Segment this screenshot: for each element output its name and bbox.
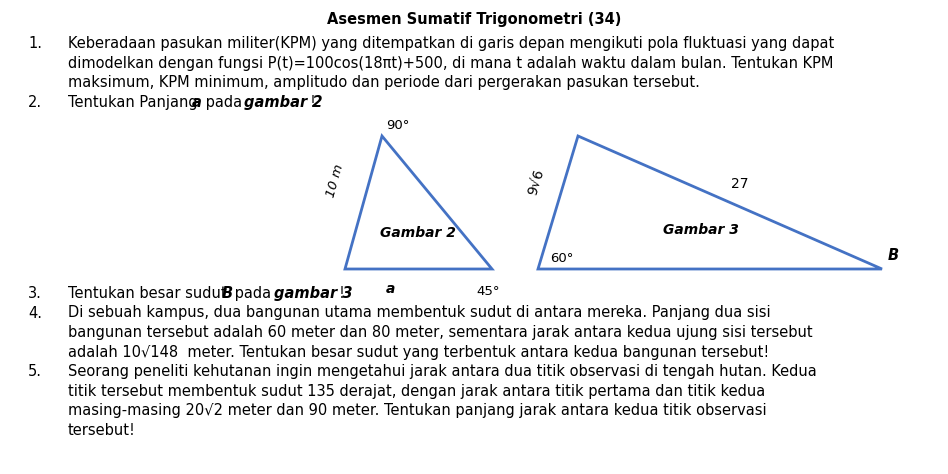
- Text: Keberadaan pasukan militer(KPM) yang ditempatkan di garis depan mengikuti pola f: Keberadaan pasukan militer(KPM) yang dit…: [68, 36, 834, 51]
- Text: bangunan tersebut adalah 60 meter dan 80 meter, sementara jarak antara kedua uju: bangunan tersebut adalah 60 meter dan 80…: [68, 325, 812, 340]
- Text: B: B: [221, 286, 232, 301]
- Text: pada: pada: [201, 94, 246, 109]
- Text: 60°: 60°: [550, 252, 574, 265]
- Text: Gambar 2: Gambar 2: [380, 226, 456, 240]
- Text: masing-masing 20√2 meter dan 90 meter. Tentukan panjang jarak antara kedua titik: masing-masing 20√2 meter dan 90 meter. T…: [68, 403, 767, 418]
- Text: titik tersebut membentuk sudut 135 derajat, dengan jarak antara titik pertama da: titik tersebut membentuk sudut 135 deraj…: [68, 383, 765, 399]
- Text: gambar 3: gambar 3: [274, 286, 352, 301]
- Text: 9√6: 9√6: [525, 167, 547, 197]
- Text: 45°: 45°: [476, 285, 500, 298]
- Text: 2.: 2.: [28, 94, 42, 109]
- Text: tersebut!: tersebut!: [68, 422, 136, 438]
- Text: !: !: [310, 94, 316, 109]
- Text: 1.: 1.: [28, 36, 42, 51]
- Text: Tentukan Panjang: Tentukan Panjang: [68, 94, 202, 109]
- Text: adalah 10√148  meter. Tentukan besar sudut yang terbentuk antara kedua bangunan : adalah 10√148 meter. Tentukan besar sudu…: [68, 345, 769, 359]
- Text: dimodelkan dengan fungsi P(t)=100cos​(18πt)+500, di mana t adalah waktu dalam bu: dimodelkan dengan fungsi P(t)=100cos​(18…: [68, 55, 833, 71]
- Text: gambar 2: gambar 2: [245, 94, 323, 109]
- Text: 27: 27: [731, 176, 749, 191]
- Text: !: !: [339, 286, 345, 301]
- Text: B: B: [888, 248, 899, 263]
- Text: 10 m: 10 m: [325, 163, 346, 199]
- Text: a: a: [192, 94, 202, 109]
- Text: maksimum, KPM minimum, amplitudo dan periode dari pergerakan pasukan tersebut.: maksimum, KPM minimum, amplitudo dan per…: [68, 75, 700, 90]
- Text: Gambar 3: Gambar 3: [663, 223, 738, 237]
- Text: Di sebuah kampus, dua bangunan utama membentuk sudut di antara mereka. Panjang d: Di sebuah kampus, dua bangunan utama mem…: [68, 306, 771, 320]
- Text: Seorang peneliti kehutanan ingin mengetahui jarak antara dua titik observasi di : Seorang peneliti kehutanan ingin mengeta…: [68, 364, 817, 379]
- Text: Tentukan besar sudut: Tentukan besar sudut: [68, 286, 231, 301]
- Text: 90°: 90°: [386, 119, 410, 132]
- Text: a: a: [386, 282, 395, 296]
- Text: pada: pada: [229, 286, 276, 301]
- Text: 4.: 4.: [28, 306, 42, 320]
- Text: 5.: 5.: [28, 364, 42, 379]
- Text: 3.: 3.: [28, 286, 42, 301]
- Text: Asesmen Sumatif Trigonometri (34): Asesmen Sumatif Trigonometri (34): [327, 12, 621, 27]
